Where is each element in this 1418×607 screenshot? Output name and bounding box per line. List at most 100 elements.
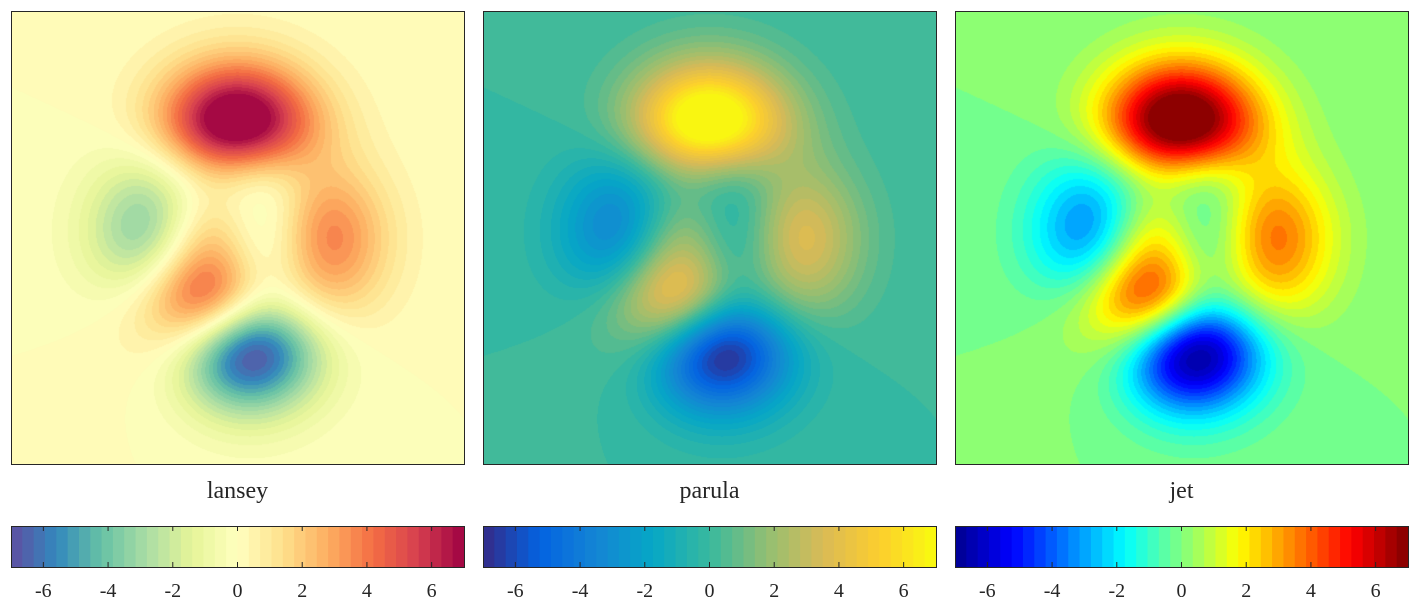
colorbar-tick-label: -6 <box>507 580 524 602</box>
colorbar-band <box>1192 526 1205 567</box>
colorbar-parula: -6 -4 -2 0 2 4 6 <box>483 526 937 602</box>
colorbar-band <box>505 526 518 567</box>
panel-title: jet <box>1169 478 1194 504</box>
colorbar-band <box>879 526 892 567</box>
colorbar-tick-label: -2 <box>636 580 653 602</box>
colorbar-band <box>1170 526 1183 567</box>
colorbar-tick-label: 6 <box>427 580 437 602</box>
colorbar-band <box>56 526 69 567</box>
colorbar-band <box>516 526 529 567</box>
colorbar-band <box>1068 526 1081 567</box>
colorbar-band <box>373 526 386 567</box>
colorbar-band <box>977 526 990 567</box>
colorbar-tick-label: -6 <box>35 580 52 602</box>
colorbar-band <box>1000 526 1013 567</box>
colorbar-band <box>1294 526 1307 567</box>
colorbar-band <box>226 526 239 567</box>
panel-parula: parula -6 -4 -2 0 2 4 6 <box>483 11 937 602</box>
colorbar-band <box>101 526 114 567</box>
colorbar-band <box>596 526 609 567</box>
colorbar-band <box>539 526 552 567</box>
colorbar-tick-label: 2 <box>1241 580 1251 602</box>
colorbar-band <box>1158 526 1171 567</box>
colorbar-band <box>641 526 654 567</box>
colorbar-band <box>294 526 307 567</box>
colorbar-band <box>328 526 341 567</box>
colorbar-tick-label: -4 <box>572 580 589 602</box>
contour-field-jet <box>955 11 1408 464</box>
colorbar-band <box>169 526 182 567</box>
colorbar-band <box>1396 526 1409 567</box>
colorbar-band <box>913 526 926 567</box>
colorbar-band <box>22 526 35 567</box>
colorbar-band <box>562 526 575 567</box>
colorbar-band <box>248 526 261 567</box>
colorbar-band <box>709 526 722 567</box>
colorbar-band <box>890 526 903 567</box>
colorbar-band <box>282 526 295 567</box>
colorbar-band <box>396 526 408 567</box>
colorbar-band <box>67 526 80 567</box>
colorbar-band <box>180 526 193 567</box>
colorbar-band <box>192 526 205 567</box>
colorbar-band <box>856 526 869 567</box>
colorbar-band <box>90 526 103 567</box>
colorbar-band <box>407 526 420 567</box>
colorbar-band <box>418 526 431 567</box>
colorbar-tick-label: 4 <box>362 580 372 602</box>
colorbar-band <box>1249 526 1262 567</box>
colorbar-band <box>811 526 824 567</box>
colorbar-band <box>788 526 801 567</box>
colorbar-band <box>528 526 541 567</box>
colorbar-band <box>316 526 329 567</box>
colorbar-band <box>732 526 745 567</box>
colorbar-band <box>988 526 1001 567</box>
colorbar-tick-label: 2 <box>769 580 779 602</box>
colorbar-band <box>1306 526 1318 567</box>
colorbar-band <box>955 526 967 567</box>
colorbar-band <box>452 526 465 567</box>
colorbar-tick-label: -2 <box>1108 580 1125 602</box>
colorbar-band <box>1385 526 1398 567</box>
colorbar-band <box>305 526 318 567</box>
colorbar-band <box>1056 526 1069 567</box>
colorbar-band <box>686 526 699 567</box>
panel-jet: jet -6 -4 -2 0 2 4 6 <box>955 11 1409 602</box>
axes-frame <box>11 11 465 465</box>
colorbar-band <box>966 526 979 567</box>
colorbar-band <box>494 526 507 567</box>
colorbar-tick-label: 0 <box>705 580 715 602</box>
colorbar-tick-label: 6 <box>1371 580 1381 602</box>
colorbar-band <box>1022 526 1035 567</box>
colorbar-band <box>1260 526 1273 567</box>
colorbar-band <box>33 526 46 567</box>
colorbar-band <box>483 526 495 567</box>
colorbar-band <box>902 526 914 567</box>
colorbar-tick-label: 0 <box>233 580 243 602</box>
colorbar-band <box>44 526 57 567</box>
colorbar-band <box>630 526 643 567</box>
colorbar-band <box>1362 526 1375 567</box>
colorbar-band <box>430 526 442 567</box>
colorbar-band <box>1124 526 1137 567</box>
colorbar-band <box>339 526 352 567</box>
panel-title: parula <box>680 478 740 504</box>
colorbar-band <box>146 526 159 567</box>
colorbar-band <box>1147 526 1160 567</box>
colorbar-band <box>1045 526 1058 567</box>
colorbar-band <box>1090 526 1103 567</box>
colorbar-band <box>11 526 23 567</box>
colorbar-band <box>868 526 880 567</box>
colorbar-band <box>1226 526 1239 567</box>
colorbar-band <box>384 526 397 567</box>
colorbar-tick-label: 2 <box>297 580 307 602</box>
colorbar-band <box>675 526 688 567</box>
colorbar-band <box>1340 526 1352 567</box>
colorbar-band <box>924 526 937 567</box>
colorbar-band <box>271 526 284 567</box>
colorbar-band <box>652 526 665 567</box>
contour-field-lansey <box>11 11 464 464</box>
colorbar-band <box>618 526 631 567</box>
colorbar-tick-label: -4 <box>100 580 117 602</box>
colorbar-band <box>1328 526 1341 567</box>
